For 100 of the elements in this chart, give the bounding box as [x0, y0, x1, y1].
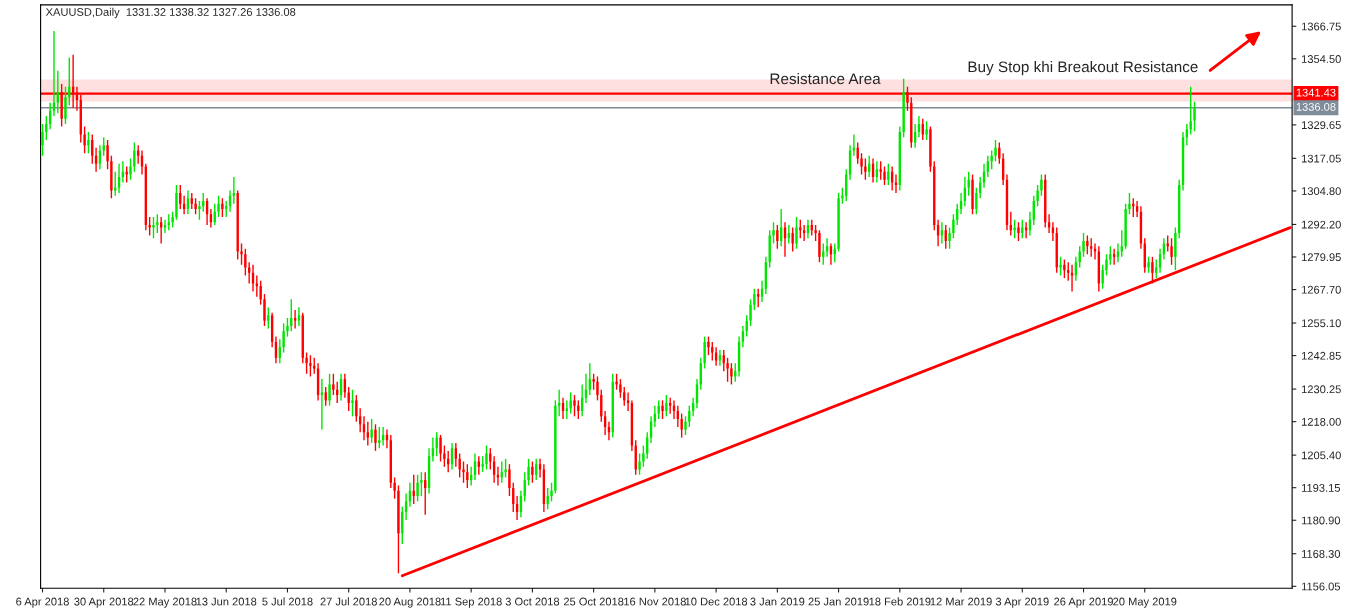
candlestick	[852, 133, 856, 157]
x-tick-label: 18 Feb 2019	[869, 597, 931, 606]
candlestick	[569, 391, 572, 415]
y-tick-label: 1267.70	[1301, 285, 1341, 294]
y-tick-label: 1156.05	[1301, 582, 1341, 591]
candlestick	[795, 216, 798, 250]
candlestick	[374, 423, 377, 452]
candlestick	[971, 173, 974, 216]
candlestick	[1067, 261, 1070, 282]
candlestick	[41, 123, 44, 157]
candlestick	[814, 224, 817, 242]
candlestick	[267, 306, 270, 330]
candlestick	[240, 242, 243, 266]
x-tick-label: 5 Jul 2018	[262, 597, 313, 606]
candlestick	[1128, 192, 1131, 216]
y-tick-label: 1180.90	[1301, 516, 1341, 525]
candlestick	[757, 288, 760, 309]
candlestick	[818, 229, 821, 263]
x-tick-label: 3 Jan 2019	[750, 597, 805, 606]
candlestick	[83, 125, 86, 154]
candlestick	[328, 373, 331, 407]
candlestick	[994, 139, 997, 162]
candlestick	[1063, 258, 1066, 279]
candlestick	[894, 173, 898, 194]
candlestick	[573, 394, 576, 418]
candlestick	[370, 418, 373, 444]
candlestick	[550, 482, 553, 503]
candlestick	[171, 210, 174, 229]
y-tick-label: 1242.85	[1301, 351, 1341, 360]
candlestick	[156, 213, 159, 234]
chart-title: XAUUSD,Daily 1331.32 1338.32 1327.26 1336.08	[45, 7, 296, 19]
candlestick	[420, 471, 423, 497]
candlestick	[753, 288, 756, 311]
candlestick	[684, 415, 687, 436]
candlestick	[1082, 232, 1085, 258]
y-tick-label: 1218.00	[1301, 417, 1341, 426]
candlestick	[378, 426, 381, 449]
candlestick	[232, 176, 236, 205]
candlestick	[638, 452, 641, 476]
candlestick	[351, 389, 354, 418]
candlestick	[565, 399, 569, 420]
candlestick	[592, 373, 595, 391]
candlestick	[1135, 200, 1139, 218]
candlestick	[163, 218, 167, 234]
candlestick	[508, 463, 511, 497]
y-tick-label: 1193.15	[1301, 483, 1341, 492]
candlestick	[749, 298, 752, 327]
y-tick-label: 1205.40	[1301, 451, 1341, 460]
candlestick	[726, 357, 729, 383]
candlestick	[1193, 101, 1196, 132]
candlestick	[286, 317, 289, 338]
x-tick-label: 26 Apr 2019	[1054, 597, 1113, 608]
candlestick	[615, 373, 618, 391]
candlestick	[159, 216, 163, 245]
candlestick	[1040, 173, 1043, 197]
candlestick	[1109, 245, 1112, 266]
candlestick	[1036, 184, 1039, 208]
candlestick	[397, 484, 400, 574]
candlestick	[217, 195, 220, 218]
candlestick	[110, 155, 113, 200]
x-tick-label: 16 Nov 2018	[624, 597, 686, 606]
candlestick	[596, 375, 599, 402]
x-tick-label: 25 Oct 2018	[563, 597, 624, 606]
x-tick-label: 20 May 2019	[1113, 597, 1177, 608]
candlestick	[175, 184, 178, 221]
x-tick-label: 11 Sep 2018	[440, 597, 502, 608]
candlestick	[837, 192, 840, 253]
annotation: Resistance Area	[770, 72, 881, 85]
candlestick	[1155, 258, 1158, 279]
candlestick	[255, 274, 259, 298]
candlestick	[309, 354, 312, 378]
y-tick-label: 1317.05	[1301, 154, 1341, 163]
ref-line-label: 1336.08	[1296, 102, 1336, 111]
candlestick	[293, 309, 297, 330]
annotation: Buy Stop khi Breakout Resistance	[968, 61, 1198, 76]
candlestick	[87, 131, 90, 154]
candlestick	[531, 460, 534, 484]
candlestick	[1124, 202, 1127, 250]
candlestick	[925, 120, 928, 141]
candlestick	[661, 399, 664, 420]
x-tick-label: 3 Apr 2019	[995, 597, 1049, 608]
candlestick	[1174, 226, 1177, 271]
candlestick	[1090, 237, 1093, 258]
x-tick-label: 12 Mar 2019	[930, 597, 992, 606]
candlestick	[577, 399, 580, 420]
y-tick-label: 1304.80	[1301, 187, 1341, 196]
candlestick	[703, 335, 706, 370]
candlestick	[887, 163, 890, 186]
candlestick	[194, 197, 197, 216]
candlestick	[332, 373, 335, 396]
candlestick	[462, 460, 465, 484]
candlestick	[883, 165, 886, 186]
y-tick-label: 1279.95	[1301, 253, 1341, 262]
candlestick	[776, 224, 779, 250]
candlestick	[791, 226, 794, 253]
candlestick	[952, 213, 955, 239]
candlestick	[443, 444, 446, 468]
x-tick-label: 20 Aug 2018	[379, 597, 441, 608]
candlestick	[366, 420, 370, 447]
candlestick	[841, 187, 844, 205]
